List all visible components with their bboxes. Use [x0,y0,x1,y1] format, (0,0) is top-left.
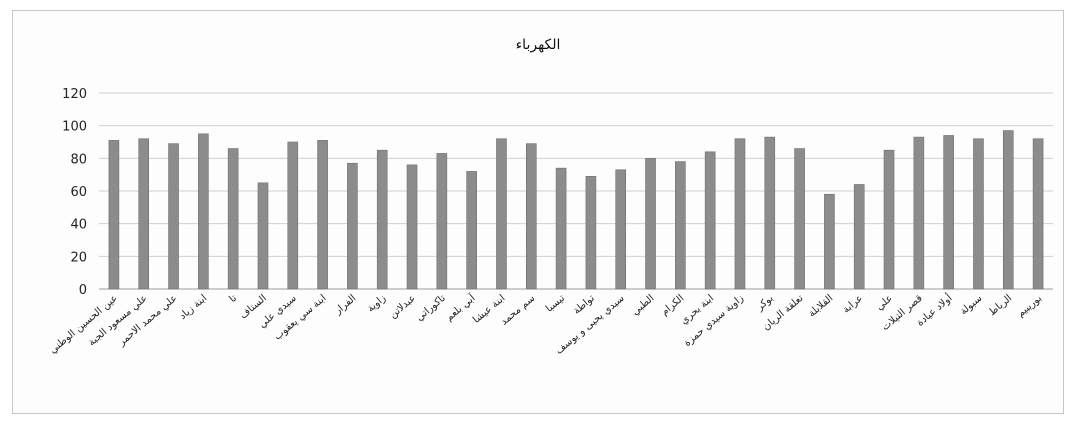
bar [525,143,537,290]
x-category-label: زاوية [365,293,388,315]
bar [615,169,627,290]
bar [883,149,895,290]
bar [496,138,507,290]
bar [675,161,686,290]
x-category-label: ابنة زياد [178,293,210,322]
bars [108,130,1044,290]
y-tick-label: 40 [70,218,87,233]
bar [257,182,269,290]
bar [108,140,120,290]
chart-container: 0 20 40 60 80 100 120 عين الحسين الوطني علي مسع… [12,10,1064,414]
y-tick-label: 60 [70,185,87,200]
y-tick-label: 120 [62,87,87,102]
x-category-label: ابنة سي يعقوب [272,293,328,343]
bar [376,149,388,290]
bar [734,138,746,290]
x-category-label: تواطة [571,293,597,317]
x-category-label: الطبي [630,293,657,318]
x-category-label: عبدلاتن [388,293,418,321]
bar [1002,130,1014,290]
bar [317,140,328,290]
x-category-label: عرابة [841,293,865,316]
x-category-label: بوريبيم [1015,293,1044,320]
bar [585,176,597,290]
bar [973,138,984,290]
bar [347,162,358,290]
x-category-label: بوكر [754,293,776,314]
bar [645,158,656,290]
y-tick-label: 20 [70,250,87,265]
x-category-label: سبولة [958,293,984,317]
bar [794,148,805,290]
bar [824,193,835,290]
bar [466,171,477,290]
bar [198,133,209,290]
bar [138,138,150,290]
bar [287,141,299,290]
chart-title: الكهرباء [516,37,561,53]
x-category-label: الرباط [987,293,1014,318]
bar [764,136,776,290]
x-category-label: القلابلة [807,293,836,320]
bar [436,153,448,290]
x-category-label: تا [228,293,240,305]
y-axis-ticks: 0 20 40 60 80 100 120 [62,87,87,298]
y-tick-label: 80 [70,152,87,167]
bar [913,136,925,290]
x-category-label: الفرار [332,293,358,318]
gridlines [99,92,1053,290]
y-tick-label: 100 [62,120,87,135]
bar [704,151,716,290]
x-category-label: تيسبا [544,293,567,315]
bar [853,184,865,290]
bar [227,148,239,290]
bar [168,143,179,290]
bar [406,164,418,290]
bar [943,135,954,290]
x-category-label: علي [874,293,895,313]
x-category-label: تاكوراتي [414,293,448,324]
bar [555,167,567,290]
bar [1032,138,1044,290]
y-tick-label: 0 [79,283,87,298]
